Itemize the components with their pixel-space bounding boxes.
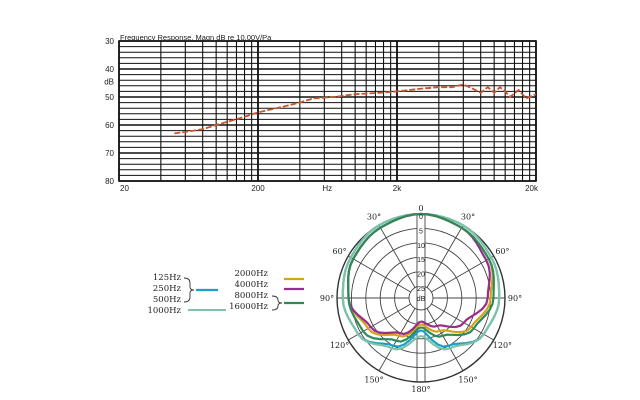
polar-spoke (378, 225, 416, 288)
fr-y-tick-label: 70 (105, 149, 114, 158)
polar-angle-label: 150° (364, 375, 383, 384)
fr-y-tick-label: 30 (105, 37, 114, 46)
legend-label-left: 1000Hz (147, 306, 181, 316)
polar-angle-label: 60° (332, 247, 346, 256)
frequency-response-chart: Frequency Response, Magn dB re 10.00V/Pa… (104, 33, 539, 193)
polar-labels: 0 5 10 15 20 25 dB 0 30° 60° 90° 120° 150° 180° 150° 12… (320, 204, 522, 394)
fr-y-tick-label: 80 (105, 177, 114, 186)
polar-radial-label: 5 (419, 228, 423, 235)
polar-spoke (426, 308, 464, 371)
legend-label-left: 125Hz (153, 273, 182, 283)
legend-label-right: 4000Hz (234, 280, 268, 290)
legend-label-right: 2000Hz (234, 269, 268, 279)
polar-angle-label: 60° (495, 247, 509, 256)
polar-spoke (426, 225, 464, 288)
polar-scale-strip (417, 213, 425, 289)
polar-spoke (348, 255, 411, 293)
polar-angle-label: 0 (418, 204, 423, 213)
polar-radial-label: 10 (417, 243, 425, 250)
legend-brace-low (183, 277, 195, 303)
polar-angle-label: 180° (411, 385, 430, 394)
fr-x-tick-label: 200 (251, 184, 265, 193)
fr-x-tick-label: 20k (525, 184, 539, 193)
polar-radial-label: dB (417, 296, 426, 303)
polar-radial-label: 20 (417, 272, 425, 279)
fr-series-line (174, 83, 537, 135)
legend-brace-high (271, 295, 283, 311)
fr-y-axis: 30 40 dB 50 60 70 80 (104, 37, 114, 186)
polar-angle-label: 90° (320, 294, 334, 303)
polar-angle-label: 90° (508, 294, 522, 303)
polar-radial-label: 0 (419, 214, 423, 221)
polar-radial-label: 15 (417, 257, 425, 264)
fr-y-tick-label: 50 (105, 93, 114, 102)
polar-angle-label: 30° (367, 213, 381, 222)
fr-title: Frequency Response, Magn dB re 10.00V/Pa (120, 33, 272, 42)
polar-spoke (431, 255, 494, 293)
polar-angle-label: 150° (458, 375, 477, 384)
polar-radial-label: 25 (417, 286, 425, 293)
fr-x-axis: 20 200 Hz 2k 20k (120, 184, 539, 193)
polar-series-5 (347, 212, 495, 343)
fr-y-tick-label: 60 (105, 121, 114, 130)
polar-angle-label: 120° (493, 341, 512, 350)
polar-chart: 0 5 10 15 20 25 dB 0 30° 60° 90° 120° 150° 180° 150° 12… (320, 204, 522, 394)
polar-angle-label: 120° (330, 341, 349, 350)
legend-label-left: 500Hz (153, 295, 182, 305)
polar-series (341, 212, 501, 351)
legend-label-right: 16000Hz (229, 302, 268, 312)
fr-y-tick-label: dB (104, 78, 114, 87)
fr-x-tick-label: Hz (322, 184, 332, 193)
fr-x-tick-label: 2k (393, 184, 402, 193)
fr-x-tick-label: 20 (120, 184, 129, 193)
polar-spoke (378, 308, 416, 371)
fr-y-tick-label: 40 (105, 65, 114, 74)
polar-angle-label: 30° (461, 213, 475, 222)
fr-plot-frame (118, 40, 537, 182)
legend-label-right: 8000Hz (234, 291, 268, 301)
legend-label-left: 250Hz (153, 284, 182, 294)
